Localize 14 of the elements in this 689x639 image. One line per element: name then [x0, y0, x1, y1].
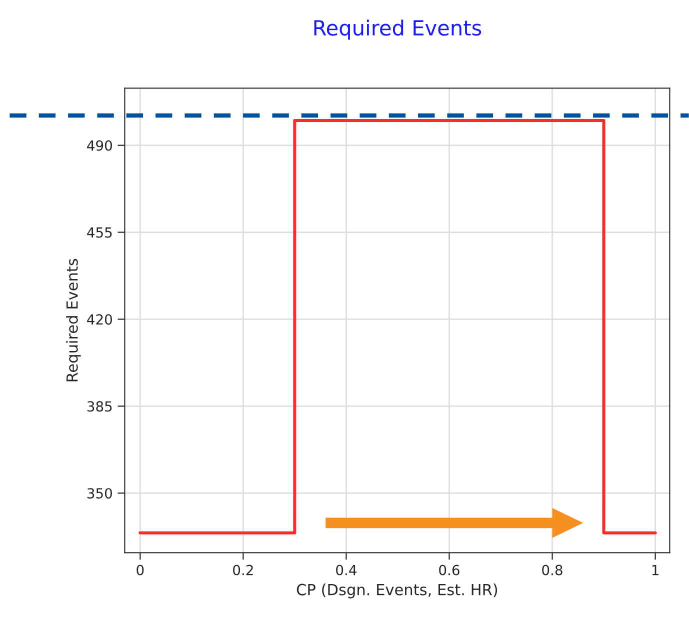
x-tick-label: 0	[136, 564, 144, 576]
x-tick-label: 0.8	[542, 564, 562, 576]
y-tick-label: 385	[87, 401, 112, 412]
y-axis-title: Required Events	[66, 258, 81, 382]
chart-title: Required Events	[314, 20, 482, 40]
x-axis-title: CP (Dsgn. Events, Est. HR)	[296, 584, 498, 598]
y-tick-label: 455	[87, 227, 112, 238]
x-tick-label: 0.4	[336, 564, 356, 576]
x-tick-label: 0.2	[233, 564, 253, 576]
y-tick-label: 350	[87, 488, 112, 499]
x-tick-label: 1	[652, 564, 658, 576]
x-tick-label: 0.6	[439, 564, 460, 576]
y-tick-label: 420	[87, 314, 112, 325]
y-tick-label: 490	[87, 140, 112, 151]
